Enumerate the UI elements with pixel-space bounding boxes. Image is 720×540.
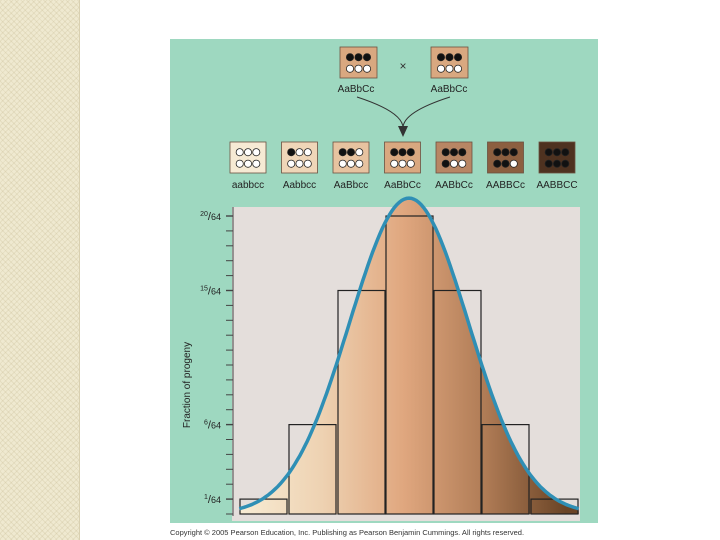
genotype-box-Aabbcc (281, 141, 318, 174)
genotype-box-AaBbCc (384, 141, 421, 174)
genotype-box-AABbCc (435, 141, 473, 174)
copyright-notice: Copyright © 2005 Pearson Education, Inc.… (170, 528, 525, 537)
dominant-allele-dot (561, 159, 570, 168)
recessive-allele-dot (243, 159, 252, 168)
dominant-allele-dot (287, 148, 296, 157)
recessive-allele-dot (436, 64, 445, 73)
y-axis-label: Fraction of progeny (182, 342, 193, 428)
dominant-allele-dot (346, 148, 355, 157)
recessive-allele-dot (355, 159, 364, 168)
recessive-allele-dot (445, 64, 454, 73)
recessive-allele-dot (449, 159, 458, 168)
recessive-allele-dot (398, 159, 407, 168)
dominant-allele-dot (493, 159, 502, 168)
genotype-box-AABBCc (487, 141, 524, 174)
dominant-allele-dot (354, 53, 363, 62)
parent-left-label: AaBbCc (338, 84, 375, 95)
parent-left-genotype (339, 46, 378, 79)
dominant-allele-dot (445, 53, 454, 62)
genotype-label: AABBCc (486, 180, 525, 191)
decorative-side-strip (0, 0, 80, 540)
recessive-allele-dot (303, 148, 312, 157)
dominant-allele-dot (501, 159, 510, 168)
y-tick-label: 20/64 (200, 211, 221, 223)
recessive-allele-dot (346, 159, 355, 168)
dominant-allele-dot (493, 148, 502, 157)
dominant-allele-dot (338, 148, 347, 157)
dominant-allele-dot (509, 148, 518, 157)
recessive-allele-dot (355, 148, 364, 157)
bar-Aabbcc (288, 424, 337, 515)
recessive-allele-dot (363, 64, 372, 73)
y-tick-label: 1/64 (204, 494, 221, 506)
y-tick-label: 6/64 (204, 420, 221, 432)
parent-right-genotype (430, 46, 469, 79)
dominant-allele-dot (458, 148, 467, 157)
recessive-allele-dot (454, 64, 463, 73)
dominant-allele-dot (441, 159, 450, 168)
recessive-allele-dot (235, 159, 244, 168)
cross-symbol: × (399, 59, 406, 73)
normal-distribution-curve (238, 196, 580, 511)
bar-AaBbCc (385, 215, 434, 515)
histogram (239, 200, 579, 514)
curve-fill (239, 200, 579, 514)
dominant-allele-dot (390, 148, 399, 157)
dominant-allele-dot (544, 159, 553, 168)
genotype-label: AABbCc (435, 180, 473, 191)
dominant-allele-dot (406, 148, 415, 157)
dominant-allele-dot (501, 148, 510, 157)
dominant-allele-dot (544, 148, 553, 157)
recessive-allele-dot (235, 148, 244, 157)
dominant-allele-dot (553, 159, 562, 168)
genotype-box-AaBbcc (332, 141, 370, 174)
recessive-allele-dot (295, 148, 304, 157)
recessive-allele-dot (345, 64, 354, 73)
dominant-allele-dot (441, 148, 450, 157)
recessive-allele-dot (243, 148, 252, 157)
cross-arrow (356, 96, 451, 137)
parent-right-label: AaBbCc (431, 84, 468, 95)
dominant-allele-dot (398, 148, 407, 157)
recessive-allele-dot (458, 159, 467, 168)
genotype-classes: aabbcc Aabbcc AaBbcc AaBbCc AABbCc AABBCc AABB… (229, 141, 578, 191)
y-tick-label: 15/64 (200, 286, 221, 298)
recessive-allele-dot (509, 159, 518, 168)
dominant-allele-dot (436, 53, 445, 62)
recessive-allele-dot (303, 159, 312, 168)
dominant-allele-dot (345, 53, 354, 62)
recessive-allele-dot (252, 148, 261, 157)
genotype-label: AaBbcc (334, 180, 368, 191)
genotype-label: AaBbCc (384, 180, 421, 191)
dominant-allele-dot (553, 148, 562, 157)
dominant-allele-dot (561, 148, 570, 157)
recessive-allele-dot (390, 159, 399, 168)
recessive-allele-dot (338, 159, 347, 168)
genotype-label: Aabbcc (283, 180, 316, 191)
genotype-label: aabbcc (232, 180, 264, 191)
recessive-allele-dot (406, 159, 415, 168)
recessive-allele-dot (287, 159, 296, 168)
dominant-allele-dot (454, 53, 463, 62)
dominant-allele-dot (363, 53, 372, 62)
genotype-label: AABBCC (536, 180, 577, 191)
recessive-allele-dot (354, 64, 363, 73)
y-axis: 20/64 15/64 6/64 1/64 (200, 207, 234, 516)
recessive-allele-dot (295, 159, 304, 168)
genotype-box-aabbcc (229, 141, 267, 174)
bar-AABBCc (481, 424, 530, 515)
recessive-allele-dot (252, 159, 261, 168)
parent-cross (339, 46, 469, 79)
bar-AaBbcc (337, 289, 386, 515)
dominant-allele-dot (449, 148, 458, 157)
genotype-box-AABBCC (538, 141, 576, 174)
